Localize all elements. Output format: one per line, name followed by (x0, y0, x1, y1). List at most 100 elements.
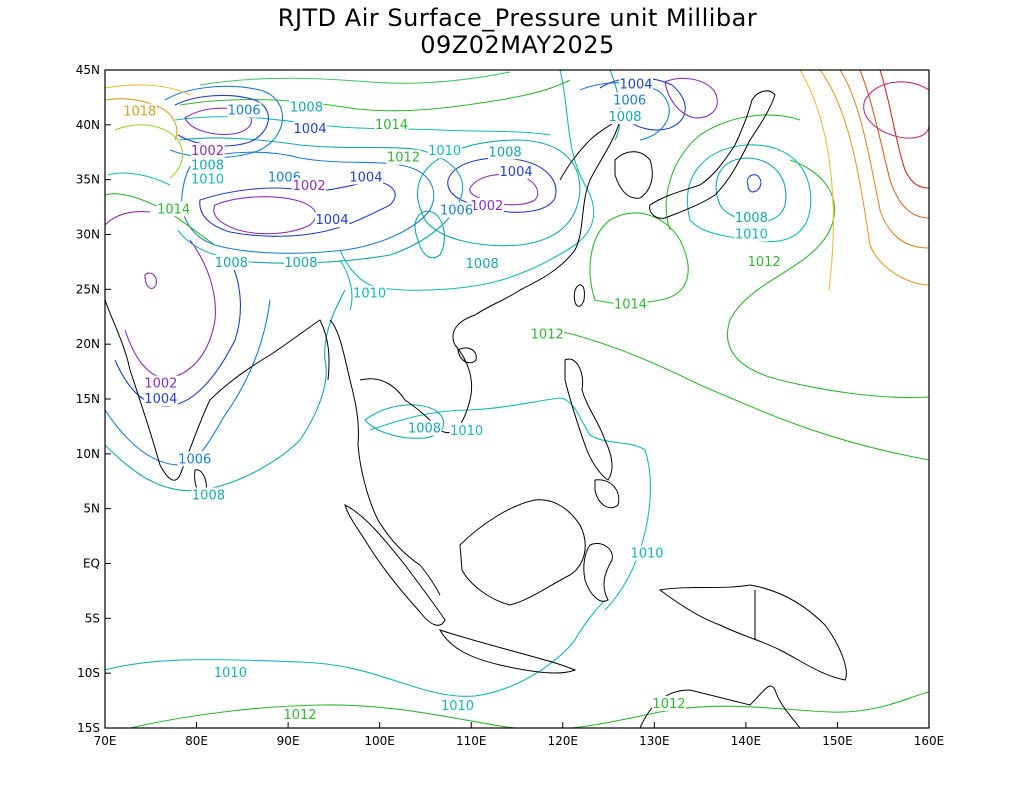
contour-label: 1010 (353, 287, 386, 302)
isobar (105, 289, 346, 492)
y-tick-label: 35N (76, 173, 100, 187)
contour-label: 1008 (466, 257, 499, 272)
contour-label: 1010 (191, 173, 224, 188)
contour-label: 1018 (123, 105, 156, 120)
contour-label: 1010 (441, 699, 474, 714)
contour-label: 1014 (614, 298, 647, 313)
y-tick-label: EQ (83, 557, 100, 571)
isobar (665, 114, 801, 231)
contour-label: 1004 (294, 122, 327, 137)
contour-label: 1008 (408, 422, 441, 437)
contour-label: 1008 (735, 211, 768, 226)
contour-label-bg (289, 99, 324, 115)
contour-label-bg (156, 201, 191, 217)
isobar (114, 259, 241, 407)
coastline-philippines (564, 358, 613, 481)
contour-label: 1012 (748, 255, 781, 270)
isobar (364, 404, 445, 439)
contour-label-bg (315, 212, 350, 228)
y-tick-label: 40N (76, 118, 100, 132)
contour-label-bg (439, 202, 474, 218)
y-tick-label: 30N (76, 228, 100, 242)
y-tick-label: 20N (76, 337, 100, 351)
contour-label-bg (283, 255, 318, 271)
coastline-thailand-vietnam (359, 119, 621, 433)
contour-label: 1010 (214, 666, 247, 681)
isobar (879, 70, 929, 189)
contour-label: 1008 (489, 145, 522, 160)
contour-label: 1008 (191, 158, 224, 173)
contour-label-bg (630, 545, 665, 561)
contour-label: 1010 (428, 144, 461, 159)
x-axis: 70E 80E 90E 100E 110E 120E 130E 140E 150E 160E (94, 722, 944, 748)
contour-label-bg (190, 143, 225, 159)
isobar (177, 137, 464, 264)
isobar (105, 599, 606, 697)
isobar (105, 211, 151, 226)
x-tick-label: 130E (639, 734, 670, 748)
contour-label-bg (190, 157, 225, 173)
contour-label-bg (292, 178, 327, 194)
contour-label-bg (499, 163, 534, 179)
isobar (107, 172, 171, 186)
contour-label: 1010 (450, 424, 483, 439)
contour-label: 1002 (293, 179, 326, 194)
coastline-japan (649, 90, 776, 219)
contour-label-bg (488, 144, 523, 160)
isobar (339, 259, 353, 311)
x-tick-label: 110E (456, 734, 487, 748)
contour-label-bg (619, 76, 654, 92)
isobar (339, 70, 595, 291)
isobar (174, 116, 551, 136)
contour-label-bg (283, 706, 318, 722)
isobar (414, 210, 445, 259)
isobar (863, 81, 929, 139)
map-valid-time: 09Z02MAY2025 (420, 31, 615, 59)
contour-label: 1008 (608, 110, 641, 125)
coastline-sulawesi (583, 543, 613, 602)
y-tick-label: 15S (77, 721, 100, 735)
isobar (416, 139, 581, 247)
x-tick-label: 140E (731, 734, 762, 748)
isobar (199, 71, 511, 86)
coastline-newguinea (658, 584, 847, 681)
isobar (124, 239, 216, 379)
x-tick-label: 80E (185, 734, 208, 748)
contour-label: 1002 (191, 144, 224, 159)
y-tick-label: 10N (76, 447, 100, 461)
contour-label-bg (747, 253, 782, 269)
contour-label-bg (352, 285, 387, 301)
isobar (579, 82, 670, 141)
coastline-burma (329, 319, 441, 596)
isobar (105, 299, 271, 466)
x-tick-label: 100E (364, 734, 395, 748)
isobar (726, 159, 929, 399)
contour-label: 1012 (531, 327, 564, 342)
coastline-hainan (457, 347, 477, 364)
contour-label-bg (143, 391, 178, 406)
contour-label: 1010 (735, 228, 768, 243)
contour-label-bg (191, 487, 226, 503)
map-title: RJTD Air Surface_Pressure unit Millibar (277, 4, 758, 32)
isobar (144, 272, 157, 289)
contour-label-bg (374, 116, 409, 132)
contour-label: 1002 (144, 377, 177, 392)
contour-label-bg (293, 121, 328, 137)
isobar (114, 124, 184, 179)
contour-label-bg (734, 210, 769, 226)
contour-label-bg (449, 422, 484, 438)
contour-label-bg (177, 451, 212, 467)
x-tick-label: 90E (277, 734, 300, 748)
contour-label: 1004 (316, 213, 349, 228)
coastline-sumatra (344, 504, 446, 626)
contour-label: 1004 (349, 170, 382, 185)
coastline-australia (639, 685, 801, 728)
contour-label-bg (734, 226, 769, 242)
contour-label-bg (465, 256, 500, 272)
contour-label-bg (348, 169, 383, 185)
contour-label-bg (407, 420, 442, 436)
isobar (554, 329, 929, 461)
contour-label-bg (608, 109, 643, 125)
x-tick-label: 150E (822, 734, 853, 748)
